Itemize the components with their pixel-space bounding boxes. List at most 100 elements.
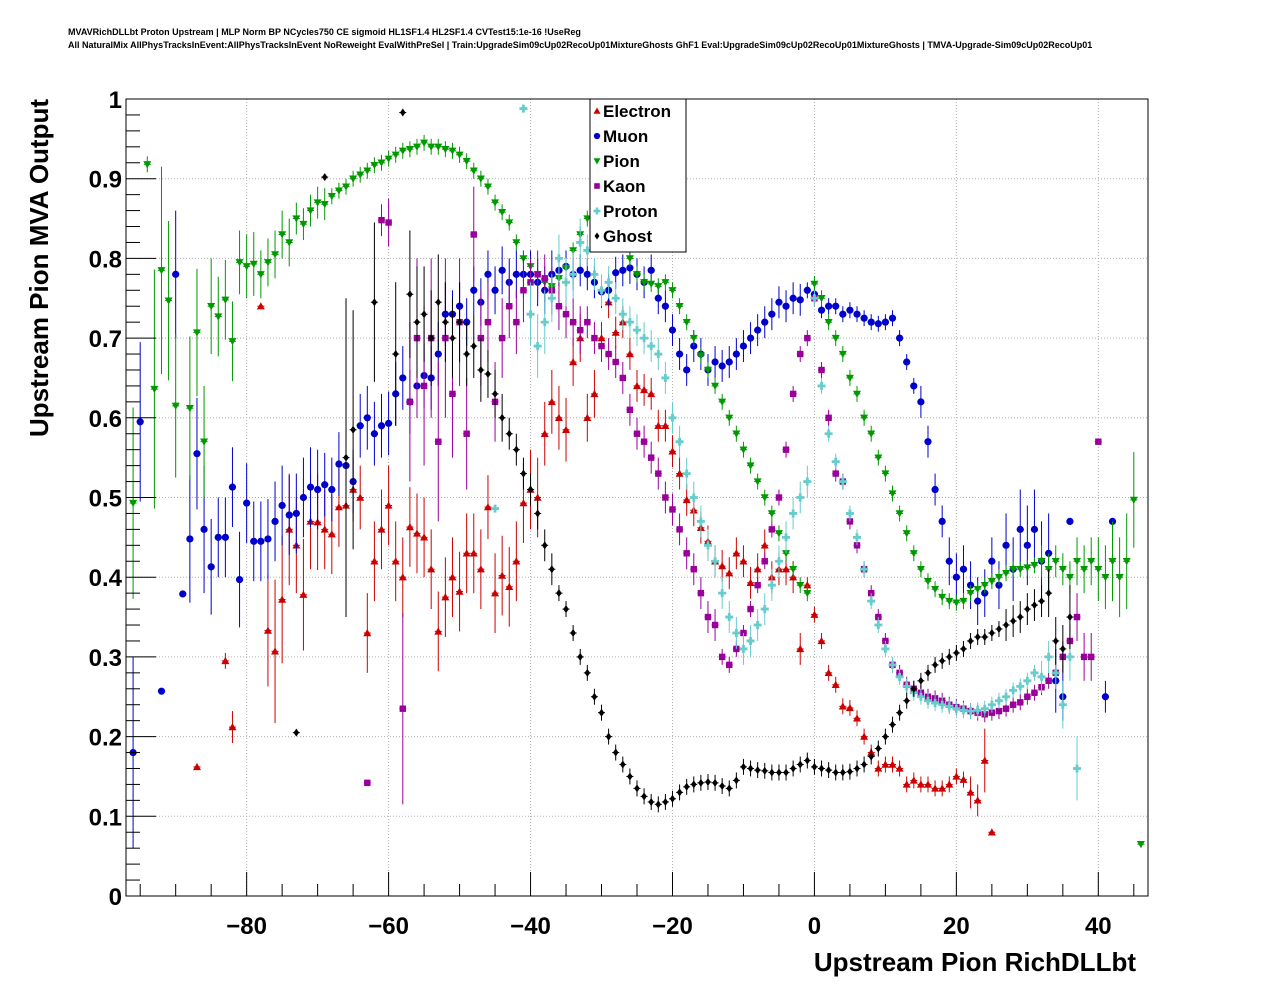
electron-point [384, 501, 393, 509]
proton-point [1044, 652, 1053, 661]
muon-point [768, 310, 776, 318]
ghost-point [499, 413, 505, 422]
ghost-point [705, 778, 711, 787]
y-tick-label: 0.2 [89, 725, 122, 752]
muon-point [959, 565, 968, 573]
pion-point [1065, 574, 1074, 582]
kaon-point [477, 334, 485, 342]
ghost-point [669, 794, 676, 803]
ghost-point [690, 780, 697, 789]
pion-point [349, 175, 358, 183]
ghost-point [492, 389, 498, 398]
ghost-point [627, 772, 633, 781]
pion-point [405, 146, 414, 154]
ghost-point [1052, 636, 1059, 645]
pion-point [214, 313, 223, 321]
ghost-point [776, 768, 782, 777]
proton-point [845, 509, 854, 518]
proton-point [640, 334, 649, 343]
kaon-point [378, 216, 385, 224]
electron-point [540, 429, 549, 437]
pion-point [654, 283, 663, 291]
legend-marker-electron [593, 107, 601, 114]
pion-point [242, 263, 251, 271]
proton-point [867, 597, 876, 606]
kaon-point [1073, 613, 1081, 621]
pion-point [739, 446, 748, 454]
muon-point [157, 687, 166, 695]
electron-point [412, 529, 421, 537]
pion-point [923, 577, 932, 586]
ghost-point [960, 644, 967, 653]
muon-point [626, 264, 634, 272]
pion-point [1101, 574, 1110, 582]
pion-point [824, 318, 833, 327]
pion-point [1087, 558, 1096, 566]
y-tick-label: 0.9 [89, 167, 122, 194]
ghost-point [981, 632, 988, 641]
electron-point [476, 565, 485, 573]
ghost-point [740, 762, 747, 771]
proton-point [923, 696, 932, 705]
legend-marker-ghost [594, 232, 600, 240]
kaon-point [655, 470, 662, 477]
muon-point [384, 419, 393, 427]
electron-point [448, 573, 457, 581]
proton-point [966, 707, 975, 716]
kaon-point [506, 303, 513, 310]
electron-point [498, 571, 507, 579]
electron-point [888, 760, 897, 768]
electron-point [909, 776, 918, 784]
kaon-point [1088, 653, 1095, 661]
muon-point [725, 358, 733, 366]
proton-point [732, 628, 741, 637]
electron-point [221, 656, 230, 665]
muon-point [874, 320, 882, 328]
pion-point [455, 151, 464, 159]
ghost-point [556, 589, 562, 598]
muon-point [576, 266, 584, 274]
kaon-point [775, 494, 783, 501]
pion-point [1073, 558, 1082, 566]
pion-point [1058, 566, 1067, 574]
pion-point [1009, 566, 1018, 574]
pion-point [498, 208, 507, 217]
proton-point [562, 278, 571, 287]
muon-point [314, 485, 322, 494]
kaon-point [704, 613, 712, 621]
muon-point [1002, 541, 1010, 549]
ghost-point [726, 784, 733, 793]
ghost-point [747, 764, 754, 773]
ghost-point [655, 800, 662, 809]
proton-point [895, 672, 904, 681]
muon-point [498, 266, 506, 274]
pion-point [483, 183, 492, 191]
proton-point [725, 613, 734, 622]
muon-point [619, 266, 627, 274]
proton-point [810, 294, 819, 303]
proton-point [696, 517, 705, 526]
proton-point [824, 429, 833, 438]
kaon-point [1002, 705, 1010, 712]
pion-point [640, 279, 649, 287]
muon-point [860, 314, 868, 322]
ghost-point [932, 660, 938, 669]
pion-point [682, 318, 691, 327]
muon-point [846, 306, 854, 314]
ghost-point [910, 684, 917, 693]
pion-point [313, 199, 322, 207]
ghost-point [939, 656, 945, 665]
kaon-point [605, 350, 612, 358]
ghost-point [974, 632, 981, 641]
ghost-point [392, 350, 399, 359]
ghost-point [754, 766, 761, 775]
electron-point [263, 626, 272, 634]
proton-point [689, 493, 698, 502]
pion-point [625, 255, 634, 263]
ghost-point [861, 760, 867, 769]
electron-point [860, 732, 869, 740]
ghost-point [1010, 617, 1016, 626]
ghost-point [797, 760, 804, 769]
muon-point [647, 266, 655, 274]
muon-point [470, 286, 478, 294]
